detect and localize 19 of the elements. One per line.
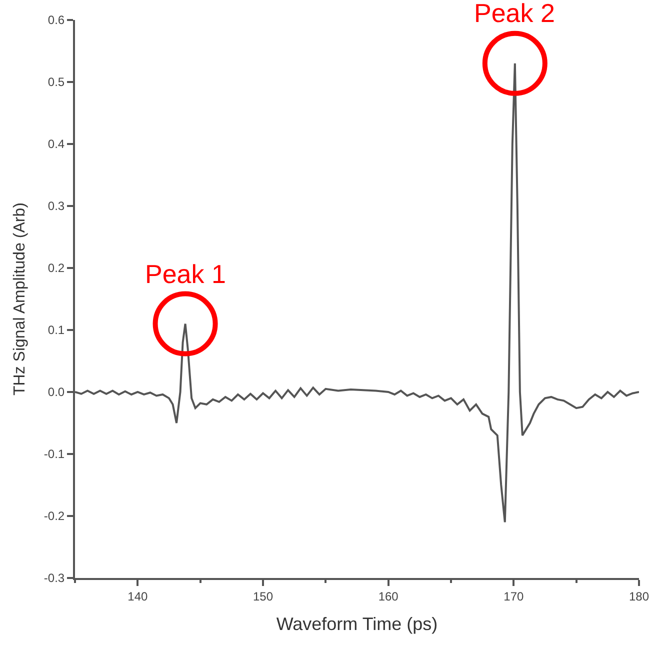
annotation: Peak 1 bbox=[145, 259, 226, 289]
x-axis-title: Waveform Time (ps) bbox=[276, 614, 438, 634]
x-tick-label: 170 bbox=[504, 589, 524, 604]
y-tick-label: 0.1 bbox=[48, 323, 65, 338]
y-tick-label: -0.3 bbox=[44, 571, 65, 586]
x-tick-label: 180 bbox=[628, 589, 650, 604]
y-tick-label: 0.3 bbox=[48, 199, 65, 214]
y-tick-label: 0.0 bbox=[48, 385, 65, 400]
y-tick-label: 0.4 bbox=[48, 137, 65, 152]
y-tick-label: -0.1 bbox=[44, 447, 65, 462]
annotation: Peak 2 bbox=[474, 0, 555, 28]
y-tick-label: 0.6 bbox=[48, 13, 65, 28]
y-axis-title: THz Signal Amplitude (Arb) bbox=[11, 202, 28, 396]
y-tick-label: 0.5 bbox=[48, 75, 65, 90]
x-tick-label: 140 bbox=[128, 589, 148, 604]
x-tick-label: 150 bbox=[252, 589, 274, 604]
x-tick-label: 160 bbox=[378, 589, 399, 604]
y-tick-label: -0.2 bbox=[44, 509, 65, 524]
y-tick-label: 0.2 bbox=[48, 261, 65, 276]
